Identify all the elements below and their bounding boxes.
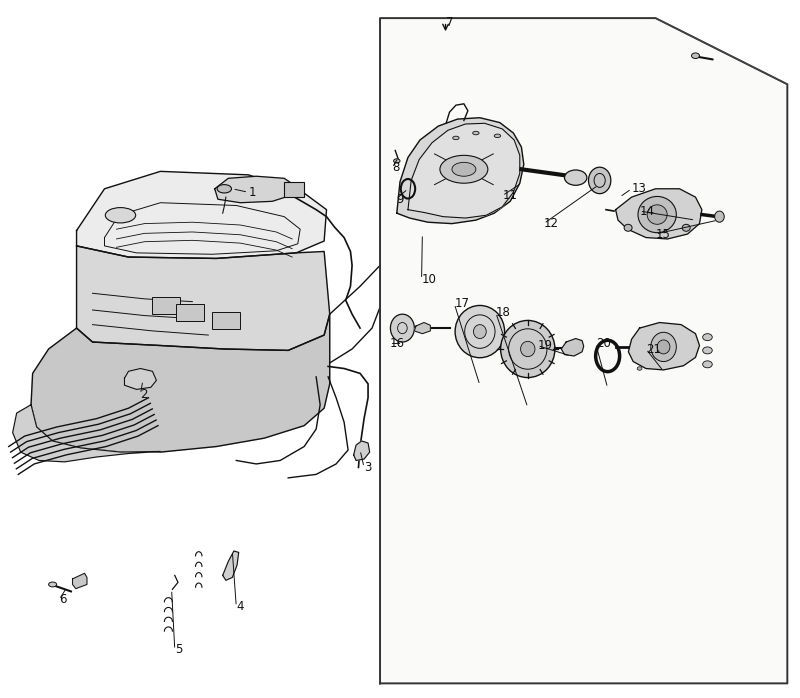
Text: 13: 13	[631, 182, 646, 195]
Text: 20: 20	[596, 337, 610, 350]
Ellipse shape	[49, 582, 57, 587]
Ellipse shape	[702, 347, 712, 354]
Polygon shape	[562, 339, 584, 356]
Text: 12: 12	[544, 217, 558, 230]
Text: 2: 2	[141, 388, 148, 401]
Polygon shape	[214, 176, 294, 202]
Polygon shape	[77, 246, 330, 350]
Text: 18: 18	[496, 306, 510, 319]
Ellipse shape	[453, 136, 459, 140]
Ellipse shape	[647, 205, 667, 224]
Text: 7: 7	[446, 17, 453, 29]
Text: 16: 16	[390, 337, 405, 350]
Ellipse shape	[494, 134, 501, 138]
Polygon shape	[380, 18, 787, 683]
Bar	[284, 181, 304, 197]
Ellipse shape	[624, 224, 632, 231]
Text: 6: 6	[59, 593, 66, 607]
Polygon shape	[629, 322, 699, 370]
Ellipse shape	[650, 332, 676, 362]
Ellipse shape	[473, 131, 479, 135]
Text: 11: 11	[502, 189, 518, 202]
Ellipse shape	[589, 168, 611, 193]
Polygon shape	[222, 551, 238, 580]
Polygon shape	[125, 369, 157, 389]
Text: 21: 21	[646, 343, 661, 355]
Polygon shape	[616, 188, 702, 239]
Ellipse shape	[390, 314, 414, 342]
Text: 15: 15	[655, 228, 670, 241]
Ellipse shape	[474, 325, 486, 339]
Polygon shape	[31, 314, 330, 452]
Ellipse shape	[682, 224, 690, 231]
Polygon shape	[397, 118, 524, 223]
Ellipse shape	[638, 196, 676, 232]
Polygon shape	[414, 322, 430, 334]
Ellipse shape	[452, 163, 476, 176]
Text: 17: 17	[454, 297, 470, 310]
Ellipse shape	[702, 334, 712, 341]
Ellipse shape	[691, 53, 699, 59]
Ellipse shape	[455, 306, 505, 357]
Text: 10: 10	[422, 273, 437, 286]
Text: 19: 19	[538, 339, 552, 352]
Text: 8: 8	[392, 161, 399, 174]
Polygon shape	[77, 172, 326, 258]
Ellipse shape	[637, 366, 642, 370]
Ellipse shape	[657, 340, 670, 354]
Ellipse shape	[702, 361, 712, 368]
Polygon shape	[354, 441, 370, 461]
Text: 3: 3	[364, 461, 371, 474]
FancyArrowPatch shape	[698, 57, 713, 59]
Ellipse shape	[106, 207, 136, 223]
Bar	[153, 297, 180, 314]
Ellipse shape	[714, 211, 724, 222]
Text: 14: 14	[639, 205, 654, 218]
Polygon shape	[408, 124, 520, 218]
Ellipse shape	[501, 320, 555, 378]
Ellipse shape	[521, 341, 535, 357]
Ellipse shape	[394, 159, 400, 163]
Ellipse shape	[217, 184, 231, 193]
Polygon shape	[13, 405, 161, 462]
Text: 5: 5	[174, 644, 182, 656]
Bar	[176, 304, 204, 321]
Polygon shape	[73, 573, 87, 588]
Text: 1: 1	[248, 186, 256, 199]
Ellipse shape	[565, 170, 587, 185]
Text: 9: 9	[396, 193, 403, 206]
Text: 4: 4	[236, 600, 244, 614]
Bar	[212, 312, 240, 329]
Ellipse shape	[440, 156, 488, 183]
